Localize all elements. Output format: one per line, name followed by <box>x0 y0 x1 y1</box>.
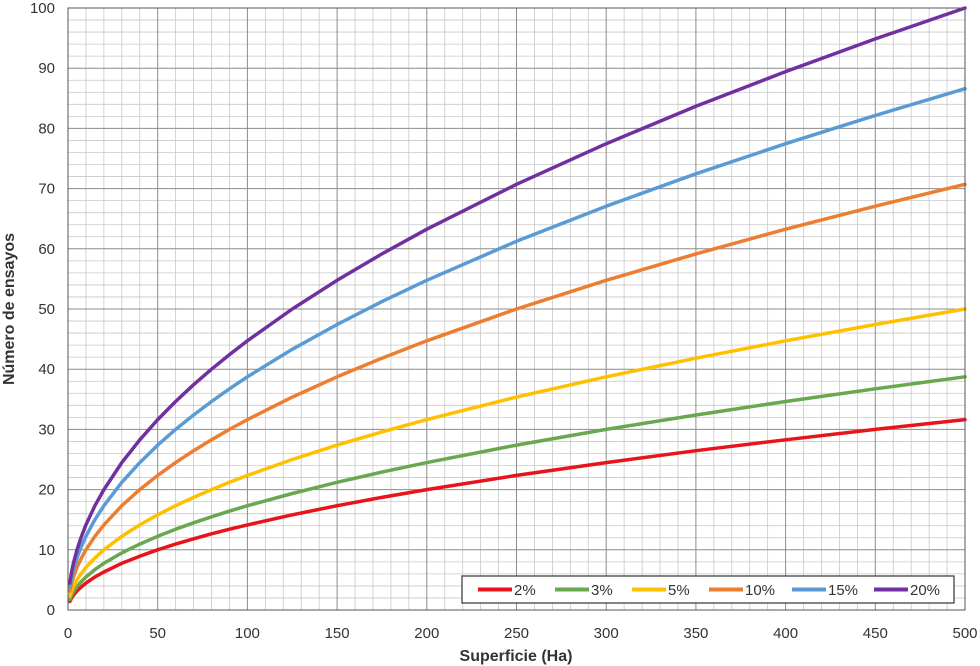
x-tick-label: 150 <box>325 625 350 642</box>
series-line-3pct <box>68 375 967 602</box>
series-line-20pct <box>68 6 967 585</box>
x-tick-label: 450 <box>863 625 888 642</box>
x-axis-title: Superficie (Ha) <box>460 648 573 665</box>
legend-label-20pct: 20% <box>910 582 940 599</box>
x-tick-label: 0 <box>64 625 72 642</box>
y-tick-label: 50 <box>38 301 55 318</box>
y-tick-label: 60 <box>38 241 55 258</box>
legend-label-10pct: 10% <box>745 582 775 599</box>
x-tick-label: 200 <box>414 625 439 642</box>
y-tick-label: 70 <box>38 181 55 198</box>
legend: 2% 3% 5% 10% 15% 20% <box>461 575 955 604</box>
y-tick-label: 20 <box>38 482 55 499</box>
y-tick-label: 40 <box>38 361 55 378</box>
x-tick-label: 500 <box>952 625 977 642</box>
y-tick-label: 0 <box>47 602 55 619</box>
y-axis-title: Número de ensayos <box>1 233 18 385</box>
y-tick-label: 80 <box>38 120 55 137</box>
y-axis-tick-labels: 0 10 20 30 40 50 60 70 80 90 100 <box>30 0 55 619</box>
x-tick-label: 300 <box>594 625 619 642</box>
x-axis-tick-labels: 0 50 100 150 200 250 300 350 400 450 500 <box>64 625 978 642</box>
y-tick-label: 90 <box>38 60 55 77</box>
x-tick-label: 350 <box>683 625 708 642</box>
series-line-15pct <box>68 86 967 589</box>
legend-label-3pct: 3% <box>591 582 613 599</box>
series-line-5pct <box>68 307 967 599</box>
legend-label-2pct: 2% <box>514 582 536 599</box>
y-tick-label: 100 <box>30 0 55 17</box>
series-line-10pct <box>68 182 967 593</box>
legend-label-15pct: 15% <box>828 582 858 599</box>
y-tick-label: 10 <box>38 542 55 559</box>
plot-frame <box>67 7 966 611</box>
x-tick-label: 400 <box>773 625 798 642</box>
series-line-2pct <box>68 417 967 604</box>
series-lines <box>68 6 967 604</box>
legend-box <box>461 575 955 604</box>
x-tick-label: 250 <box>504 625 529 642</box>
x-tick-label: 100 <box>235 625 260 642</box>
y-tick-label: 30 <box>38 421 55 438</box>
legend-label-5pct: 5% <box>668 582 690 599</box>
x-tick-label: 50 <box>149 625 166 642</box>
